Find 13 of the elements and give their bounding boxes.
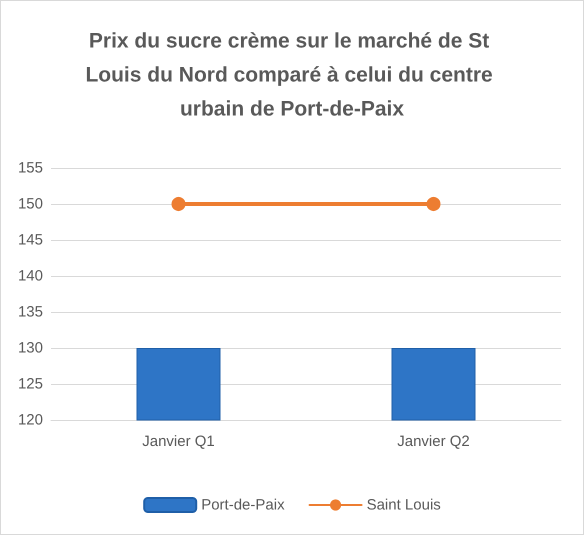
- x-tick-label: Janvier Q2: [397, 433, 470, 450]
- y-tick-label: 125: [18, 376, 43, 392]
- legend-label: Port-de-Paix: [201, 496, 286, 514]
- y-tick-label: 155: [18, 160, 43, 176]
- legend-label: Saint Louis: [366, 496, 441, 514]
- y-tick-label: 140: [18, 268, 43, 284]
- chart-title: Prix du sucre crème sur le marché de St Louis du Nord comparé à celui du centre urbain de Port-de-Paix: [85, 30, 499, 120]
- y-tick-label: 145: [18, 232, 43, 248]
- y-tick-label: 135: [18, 304, 43, 320]
- y-tick-label: 150: [18, 196, 43, 212]
- y-tick-label: 130: [18, 340, 43, 356]
- x-tick-label: Janvier Q1: [142, 433, 215, 450]
- y-tick-label: 120: [18, 412, 43, 428]
